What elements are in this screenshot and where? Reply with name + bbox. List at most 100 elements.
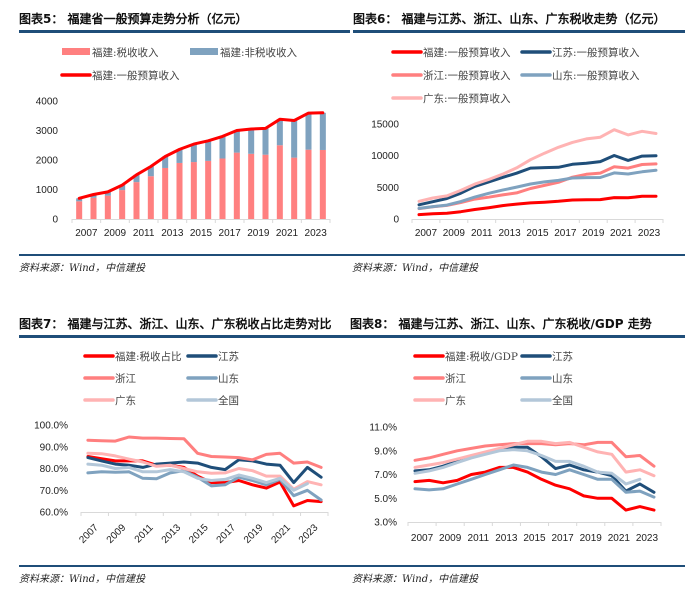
chart5-source: 资料来源：Wind，中信建投 bbox=[19, 263, 146, 274]
chart8-x-tick-label: 2011 bbox=[468, 533, 490, 544]
chart8-legend-label: 江苏 bbox=[552, 350, 573, 363]
chart5-bar-tax bbox=[119, 190, 126, 219]
chart5-bar-nontax bbox=[176, 149, 183, 163]
chart7-title-rule bbox=[19, 335, 350, 338]
chart6-series-line-4 bbox=[417, 128, 658, 203]
chart5-bar-tax bbox=[291, 157, 298, 219]
chart6-legend-label: 浙江:一般预算收入 bbox=[423, 69, 511, 82]
chart5-bar-nontax bbox=[119, 185, 126, 191]
chart5-bar-tax bbox=[147, 176, 154, 219]
chart8-x-tick-label: 2007 bbox=[411, 533, 434, 544]
chart6-legend-label: 福建:一般预算收入 bbox=[423, 46, 511, 59]
chart5-x-tick-label: 2019 bbox=[247, 228, 270, 239]
chart6-x-tick-label: 2013 bbox=[498, 228, 521, 239]
chart8-y-tick-label: 3.0% bbox=[374, 518, 397, 529]
chart5-bar-tax bbox=[262, 154, 269, 219]
chart6-legend-label: 广东:一般预算收入 bbox=[423, 92, 511, 105]
chart6-y-tick-label: 15000 bbox=[371, 120, 399, 131]
chart5-legend-label: 福建:一般预算收入 bbox=[92, 69, 180, 82]
chart5-bar-tax bbox=[219, 158, 226, 219]
chart6-x-tick-label: 2017 bbox=[554, 228, 577, 239]
chart5-bar-nontax bbox=[205, 140, 212, 161]
chart5-bar-nontax bbox=[262, 128, 269, 155]
chart7-y-tick-label: 100.0% bbox=[34, 421, 68, 432]
chart5-bar-nontax bbox=[133, 174, 140, 183]
chart8-legend-label: 山东 bbox=[552, 372, 573, 385]
chart8-x-tick-label: 2023 bbox=[636, 533, 659, 544]
chart8-series-line-4 bbox=[413, 439, 656, 478]
chart5-bar-tax bbox=[205, 160, 212, 219]
chart5-bar-nontax bbox=[219, 136, 226, 159]
chart6-y-tick-label: 0 bbox=[393, 215, 399, 226]
chart5-legend-swatch bbox=[190, 48, 218, 55]
chart8-legend-label: 浙江 bbox=[445, 373, 466, 385]
chart6-source: 资料来源：Wind，中信建投 bbox=[352, 263, 479, 274]
chart5-x-tick-label: 2009 bbox=[104, 228, 127, 239]
chart8-x-tick-label: 2015 bbox=[523, 533, 546, 544]
chart8-y-tick-label: 9.0% bbox=[374, 446, 397, 457]
chart5-y-tick-label: 0 bbox=[52, 215, 58, 226]
chart7-series-line-4 bbox=[86, 451, 323, 491]
chart8-series-line-3 bbox=[413, 463, 656, 499]
chart5-bar-nontax bbox=[248, 129, 255, 154]
chart5-x-tick-label: 2017 bbox=[219, 228, 242, 239]
chart7-x-tick-label: 2009 bbox=[105, 522, 129, 546]
chart7-x-tick-label: 2019 bbox=[242, 522, 266, 546]
chart8-x-tick-label: 2017 bbox=[551, 533, 574, 544]
chart6-legend-label: 山东:一般预算收入 bbox=[552, 69, 640, 82]
chart5-x-tick-label: 2023 bbox=[305, 228, 328, 239]
chart7-x-tick-label: 2007 bbox=[77, 522, 101, 546]
chart6-legend-label: 江苏:一般预算收入 bbox=[552, 46, 640, 59]
chart6-x-tick-label: 2023 bbox=[638, 228, 661, 239]
chart5-title-rule bbox=[19, 30, 350, 33]
chart5-bar-nontax bbox=[276, 119, 283, 146]
chart8-title-rule bbox=[350, 335, 685, 338]
chart5-x-tick-label: 2013 bbox=[161, 228, 184, 239]
chart5-bar-tax bbox=[305, 149, 312, 219]
chart5-legend-label: 福建:非税收收入 bbox=[220, 46, 298, 59]
chart5-legend-label: 福建:税收收入 bbox=[92, 46, 159, 59]
chart5-bar-nontax bbox=[147, 166, 154, 177]
chart7-legend-label: 全国 bbox=[218, 394, 239, 407]
chart8-legend-label: 全国 bbox=[552, 394, 573, 407]
chart6-title: 图表6： 福建与江苏、浙江、山东、广东税收走势（亿元） bbox=[353, 12, 666, 26]
chart7-y-tick-label: 60.0% bbox=[40, 508, 68, 519]
chart5-bar-tax bbox=[176, 162, 183, 219]
chart8-y-tick-label: 7.0% bbox=[374, 470, 397, 481]
chart5-x-tick-label: 2007 bbox=[75, 228, 98, 239]
chart6-x-tick-label: 2015 bbox=[526, 228, 549, 239]
chart5-bar-nontax bbox=[305, 113, 312, 150]
chart5-bar-tax bbox=[90, 197, 97, 219]
chart8-x-tick-label: 2013 bbox=[495, 533, 518, 544]
chart8-source: 资料来源：Wind，中信建投 bbox=[352, 574, 479, 585]
chart6-y-tick-label: 5000 bbox=[377, 183, 400, 194]
chart5-bar-nontax bbox=[162, 156, 169, 168]
chart8-y-tick-label: 5.0% bbox=[374, 494, 397, 505]
chart7-source: 资料来源：Wind，中信建投 bbox=[19, 574, 146, 585]
chart5-legend-swatch bbox=[62, 48, 90, 55]
chart7-legend-label: 山东 bbox=[218, 372, 239, 385]
chart7-series-line-2 bbox=[86, 435, 323, 469]
chart7-x-tick-label: 2023 bbox=[297, 522, 321, 546]
chart5-bar-tax bbox=[233, 152, 240, 219]
chart8-series-line-2 bbox=[413, 440, 656, 468]
chart8-x-tick-label: 2019 bbox=[580, 533, 603, 544]
chart6-x-tick-label: 2009 bbox=[443, 228, 466, 239]
chart7-x-tick-label: 2015 bbox=[187, 522, 211, 546]
chart7-title: 图表7： 福建与江苏、浙江、山东、广东税收占比走势对比 bbox=[19, 317, 332, 331]
chart5-bar-nontax bbox=[319, 112, 326, 150]
chart5-bar-nontax bbox=[76, 198, 83, 202]
chart8-title: 图表8： 福建与江苏、浙江、山东、广东税收/GDP 走势 bbox=[350, 317, 652, 331]
chart5-bar-nontax bbox=[104, 191, 111, 196]
chart6-series-line-1 bbox=[417, 154, 658, 207]
chart8-legend-label: 福建:税收/GDP bbox=[445, 350, 518, 363]
chart7-x-tick-label: 2013 bbox=[160, 522, 184, 546]
chart5-title: 图表5： 福建省一般预算走势分析（亿元） bbox=[19, 12, 248, 26]
chart5-x-tick-label: 2021 bbox=[276, 228, 299, 239]
chart5-x-tick-label: 2015 bbox=[190, 228, 213, 239]
chart7-x-tick-label: 2021 bbox=[269, 522, 293, 546]
chart5-bar-tax bbox=[276, 145, 283, 219]
chart5-bar-tax bbox=[104, 195, 111, 219]
chart7-8-bottom-rule bbox=[19, 565, 685, 567]
